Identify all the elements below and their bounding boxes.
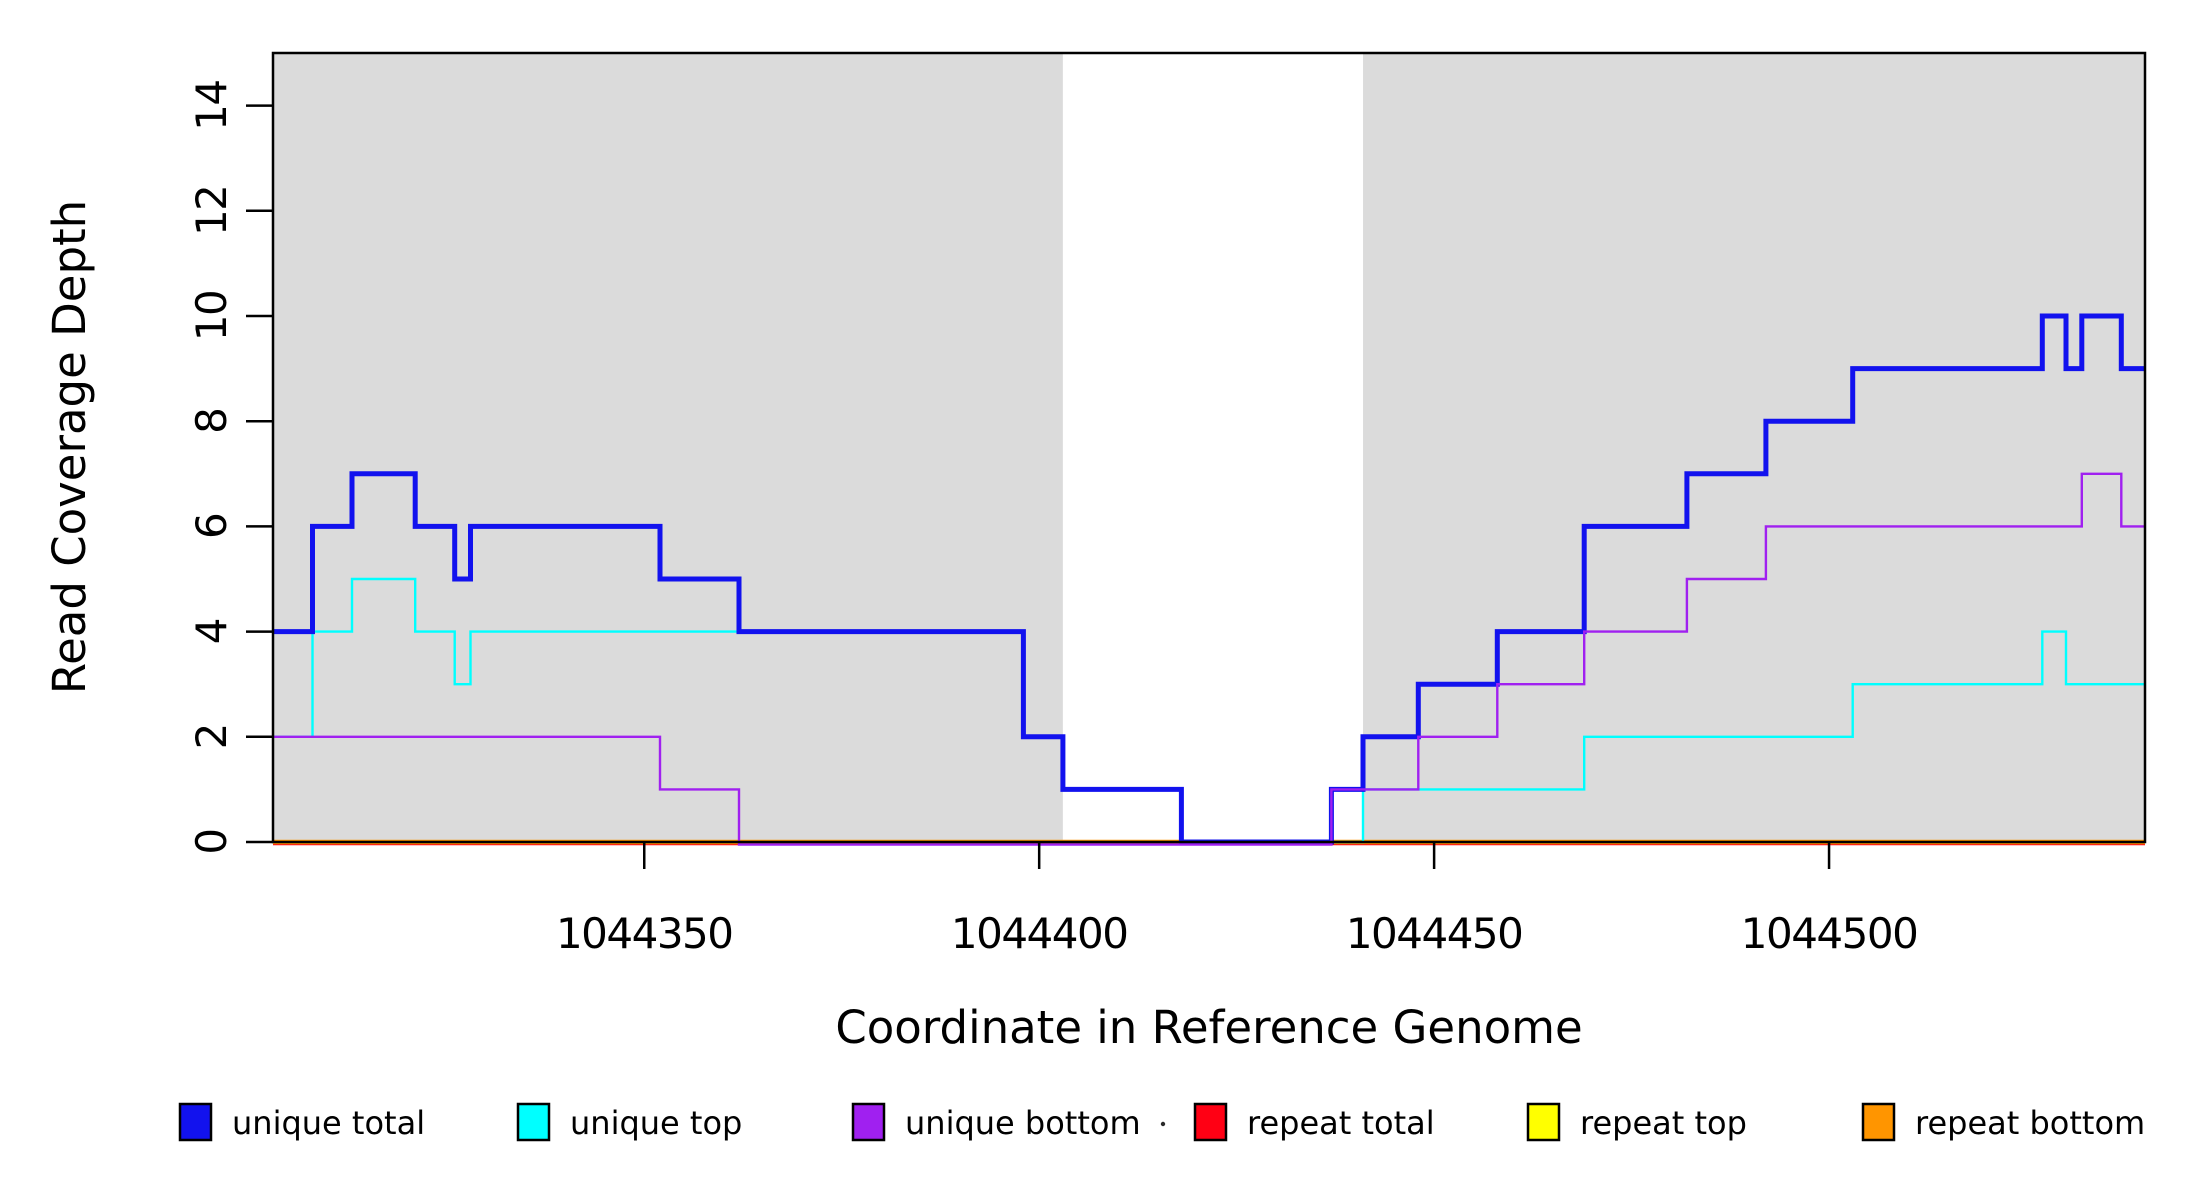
legend: unique total unique top unique bottom repea… [178, 1102, 2145, 1142]
legend-label: unique total [232, 1104, 425, 1142]
legend-swatch [516, 1102, 551, 1142]
y-tick-label: 12 [187, 186, 236, 236]
legend-item-repeat-total: repeat total [1193, 1102, 1435, 1142]
tick-labels: 1044350 1044400 1044450 1044500 0 2 4 6 8 10 12 14 [187, 80, 1919, 958]
stray-dot [1160, 1121, 1166, 1127]
legend-swatch [1526, 1102, 1561, 1142]
legend-swatch [1861, 1102, 1896, 1142]
series-line-unique-bottom [273, 472, 2145, 846]
x-tick-label: 1044500 [1741, 909, 1918, 958]
x-tick-label: 1044400 [951, 909, 1128, 958]
legend-item-repeat-bottom: repeat bottom [1861, 1102, 2145, 1142]
legend-item-unique-top: unique top [516, 1102, 742, 1142]
legend-item-unique-total: unique total [178, 1102, 425, 1142]
legend-label: unique top [570, 1104, 742, 1142]
shaded-region-left [273, 53, 1063, 842]
shaded-regions [273, 53, 2145, 842]
y-tick-label: 2 [187, 724, 236, 749]
y-tick-label: 0 [187, 829, 236, 854]
y-tick-label: 4 [187, 619, 236, 644]
x-tick-label: 1044350 [556, 909, 733, 958]
plot-border [271, 51, 2147, 844]
shaded-region-right [1363, 53, 2145, 842]
y-tick-label: 6 [187, 514, 236, 539]
legend-label: repeat bottom [1915, 1104, 2145, 1142]
x-tick-label: 1044450 [1346, 909, 1523, 958]
y-tick-label: 10 [187, 291, 236, 341]
y-tick-label: 14 [187, 80, 236, 130]
axes [246, 51, 2147, 869]
legend-label: repeat top [1580, 1104, 1747, 1142]
x-axis-title: Coordinate in Reference Genome [835, 1001, 1582, 1054]
legend-item-repeat-top: repeat top [1526, 1102, 1747, 1142]
legend-swatch [178, 1102, 213, 1142]
legend-swatch [851, 1102, 886, 1142]
legend-item-unique-bottom: unique bottom [851, 1102, 1141, 1142]
legend-label: unique bottom [905, 1104, 1141, 1142]
y-axis-title: Read Coverage Depth [43, 200, 96, 694]
legend-label: repeat total [1247, 1104, 1435, 1142]
annotations [1160, 1121, 1166, 1127]
legend-swatch [1193, 1102, 1228, 1142]
y-tick-label: 8 [187, 409, 236, 434]
